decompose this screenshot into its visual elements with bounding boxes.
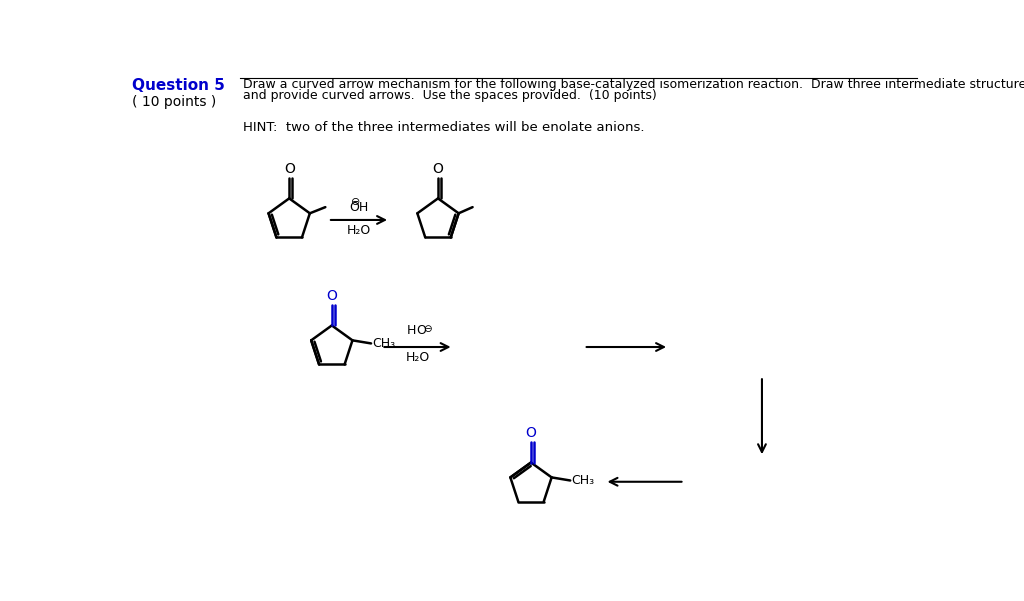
Text: H₂O: H₂O <box>347 224 371 237</box>
Text: ( 10 points ): ( 10 points ) <box>132 95 216 109</box>
Text: OH: OH <box>349 201 369 214</box>
Text: O: O <box>284 162 295 176</box>
Text: O: O <box>432 162 443 176</box>
Text: H: H <box>407 324 416 337</box>
Text: O: O <box>525 426 537 440</box>
Text: CH₃: CH₃ <box>571 474 594 487</box>
Text: O: O <box>416 324 426 337</box>
Text: HINT:  two of the three intermediates will be enolate anions.: HINT: two of the three intermediates wil… <box>243 121 644 133</box>
Text: ⊖: ⊖ <box>351 197 360 207</box>
Text: CH₃: CH₃ <box>372 337 395 350</box>
Text: and provide curved arrows.  Use the spaces provided.  (10 points): and provide curved arrows. Use the space… <box>243 89 656 102</box>
Text: ⊖: ⊖ <box>423 324 432 334</box>
Text: O: O <box>327 289 337 303</box>
Text: H₂O: H₂O <box>406 351 430 364</box>
Text: Question 5: Question 5 <box>132 78 224 93</box>
Text: Draw a curved arrow mechanism for the following base-catalyzed isomerization rea: Draw a curved arrow mechanism for the fo… <box>243 78 1024 91</box>
